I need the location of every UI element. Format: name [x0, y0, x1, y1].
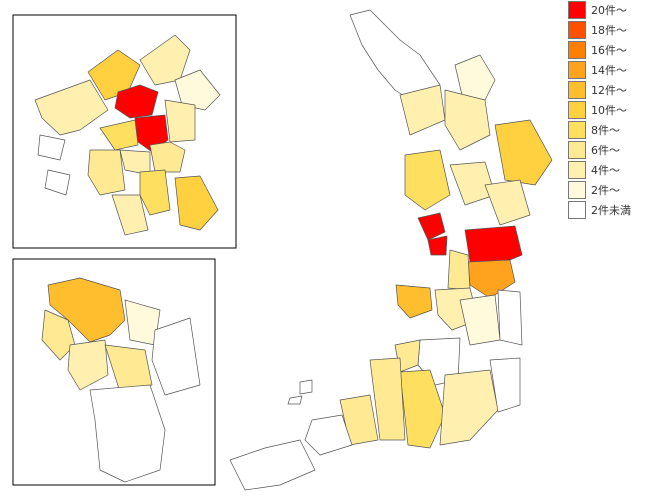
region — [395, 284, 433, 319]
legend-swatch — [568, 81, 586, 99]
legend-label: 2件～ — [591, 183, 620, 197]
legend-label: 6件～ — [591, 143, 620, 157]
region — [104, 344, 153, 393]
legend-label: 16件～ — [591, 43, 627, 57]
region — [41, 309, 76, 361]
region — [139, 34, 191, 86]
legend-swatch — [568, 121, 586, 139]
region — [447, 249, 471, 291]
legend-item: 10件～ — [568, 100, 668, 120]
legend-label: 12件～ — [591, 83, 627, 97]
region — [449, 161, 496, 206]
region — [34, 79, 109, 136]
region — [151, 317, 201, 396]
legend-label: 4件～ — [591, 163, 620, 177]
region — [454, 54, 496, 101]
region — [114, 84, 159, 119]
legend-swatch — [568, 201, 586, 219]
legend-item: 4件～ — [568, 160, 668, 180]
region — [47, 277, 126, 343]
region — [229, 439, 316, 491]
region — [89, 384, 166, 483]
legend-item: 18件～ — [568, 20, 668, 40]
region — [369, 357, 406, 441]
region — [427, 235, 448, 256]
region — [489, 357, 521, 413]
legend-item: 6件～ — [568, 140, 668, 160]
region — [444, 89, 491, 151]
inset-frame-top — [12, 14, 237, 249]
region — [44, 169, 71, 196]
region — [87, 149, 126, 196]
legend-swatch — [568, 21, 586, 39]
legend-swatch — [568, 141, 586, 159]
region — [464, 225, 523, 263]
region — [139, 169, 171, 216]
legend-label: 8件～ — [591, 123, 620, 137]
inset-osaka-city — [12, 14, 237, 249]
region — [417, 212, 446, 241]
region — [67, 339, 109, 391]
region — [404, 149, 451, 211]
legend-item: 2件～ — [568, 180, 668, 200]
legend-item: 20件～ — [568, 0, 668, 20]
legend-swatch — [568, 161, 586, 179]
legend-label: 18件～ — [591, 23, 627, 37]
legend-item: 16件～ — [568, 40, 668, 60]
region — [459, 294, 501, 346]
legend-swatch — [568, 41, 586, 59]
region — [299, 379, 313, 395]
prefecture-map — [229, 9, 553, 491]
legend-item: 8件～ — [568, 120, 668, 140]
region — [174, 69, 221, 111]
legend-label: 14件～ — [591, 63, 627, 77]
inset-frame-bottom — [12, 258, 216, 486]
region — [287, 395, 303, 405]
region — [87, 49, 141, 101]
region — [99, 119, 139, 151]
region — [484, 179, 531, 226]
region — [304, 414, 353, 456]
legend: 20件～ 18件～ 16件～ 14件～ 12件～ 10件～ 8件～ 6件～ 4件～ 2件～ 2件未満 — [568, 0, 668, 220]
legend-item: 14件～ — [568, 60, 668, 80]
legend-swatch — [568, 61, 586, 79]
region — [399, 369, 446, 449]
region — [164, 99, 196, 143]
legend-label: 20件～ — [591, 3, 627, 17]
region — [494, 119, 553, 186]
region — [149, 141, 186, 173]
region — [111, 194, 149, 236]
legend-label: 2件未満 — [591, 203, 631, 217]
region — [174, 175, 219, 231]
legend-label: 10件～ — [591, 103, 627, 117]
region — [497, 289, 523, 346]
legend-swatch — [568, 1, 586, 19]
inset-sakai-city — [12, 258, 216, 486]
legend-swatch — [568, 101, 586, 119]
legend-item: 12件～ — [568, 80, 668, 100]
region — [37, 134, 66, 161]
region — [439, 369, 499, 446]
legend-item: 2件未満 — [568, 200, 668, 220]
legend-swatch — [568, 181, 586, 199]
